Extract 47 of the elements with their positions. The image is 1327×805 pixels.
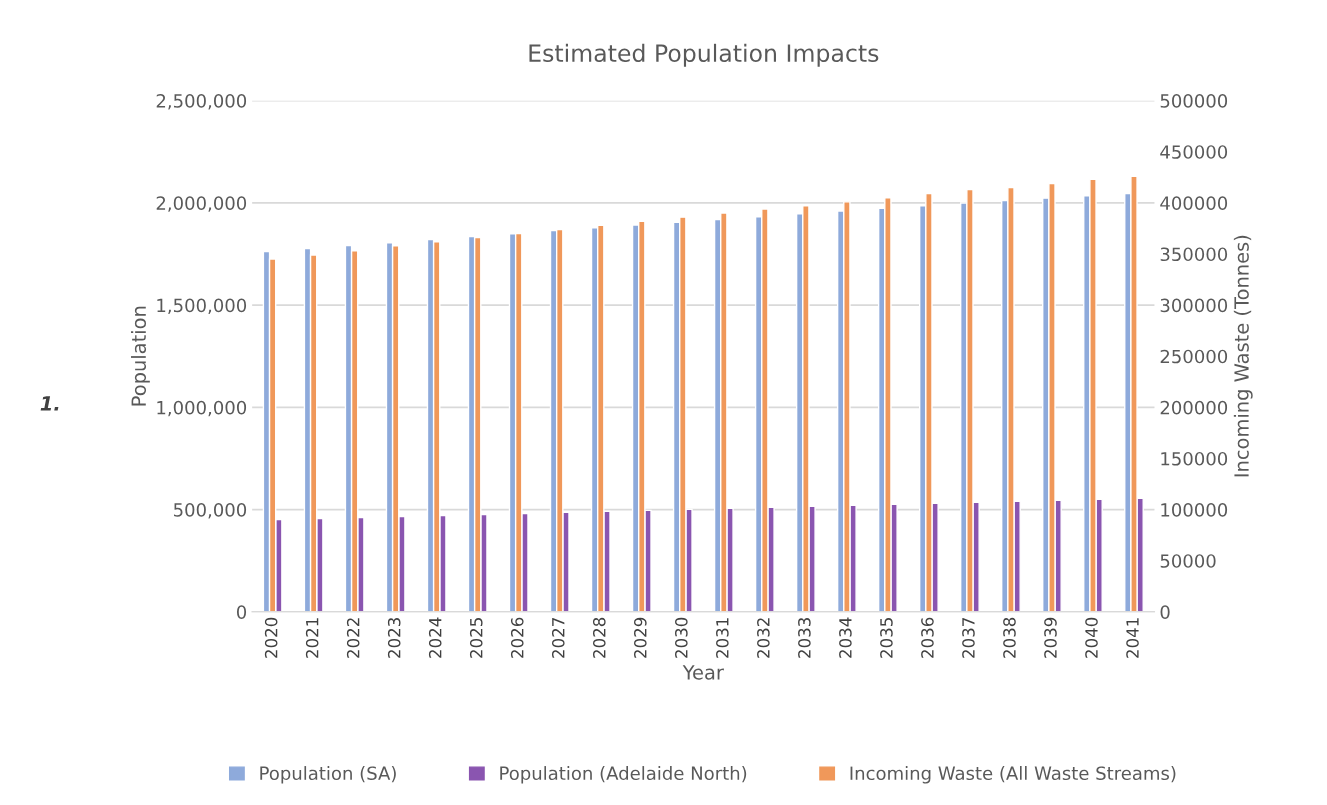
y2-tick-label: 300000 (1160, 298, 1228, 313)
y2-tick-label: 250000 (1160, 349, 1228, 364)
y2-tick-label: 500000 (1160, 94, 1228, 108)
legend-label: Population (SA) (260, 766, 396, 784)
x-tick-label: 2029 (634, 617, 647, 658)
x-tick-label: 2020 (264, 617, 278, 658)
x-tick-label: 2032 (757, 618, 770, 658)
x-tick-label: 2028 (593, 617, 606, 658)
y2-tick-label: 100000 (1161, 503, 1228, 517)
y2-tick-label: 350000 (1160, 247, 1228, 262)
y2-tick-label: 150000 (1161, 451, 1228, 466)
text: 1. (40, 396, 59, 411)
y-tick-label: 0 (236, 605, 247, 619)
x-tick-label: 2025 (469, 618, 483, 658)
y2-tick-label: 0 (1160, 605, 1170, 619)
y-tick-label: 2,500,000 (156, 94, 247, 110)
x-tick-label: 2037 (962, 618, 975, 658)
y2-tick-label: 400000 (1160, 196, 1228, 210)
x-tick-label: 2023 (387, 618, 401, 658)
y-tick-label: 500,000 (174, 503, 247, 519)
x-tick-label: 2040 (1085, 617, 1098, 658)
y-tick-label: 1,000,000 (157, 400, 247, 417)
legend-label: Incoming Waste (All Waste Streams) (850, 766, 1176, 784)
y-tick-label: 1,500,000 (157, 298, 247, 315)
legend-label: Population (Adelaide North) (500, 766, 747, 784)
x-tick-label: 2030 (675, 617, 688, 658)
y-axis-title: Population (131, 306, 150, 406)
y2-tick-label: 450000 (1160, 145, 1228, 159)
x-axis-title: Year (682, 665, 724, 680)
x-tick-label: 2034 (839, 617, 852, 658)
x-tick-label: 2035 (880, 618, 893, 658)
y-tick-label: 2,000,000 (156, 196, 247, 212)
x-tick-label: 2021 (305, 618, 319, 658)
y2-tick-label: 50000 (1160, 554, 1216, 568)
x-tick-label: 2036 (921, 617, 934, 658)
chart-title: Estimated Population Impacts (529, 43, 879, 67)
y2-tick-label: 200000 (1160, 400, 1228, 415)
x-tick-label: 2033 (798, 618, 811, 658)
x-tick-label: 2026 (510, 617, 524, 658)
x-tick-label: 2027 (551, 618, 565, 658)
x-tick-label: 2024 (428, 617, 442, 658)
x-tick-label: 2041 (1126, 618, 1139, 658)
x-tick-label: 2038 (1003, 617, 1016, 658)
x-tick-label: 2022 (346, 618, 360, 658)
y2-axis-title: Incoming Waste (Tonnes) (1233, 235, 1253, 477)
x-tick-label: 2039 (1044, 617, 1057, 658)
x-tick-label: 2031 (716, 618, 729, 658)
